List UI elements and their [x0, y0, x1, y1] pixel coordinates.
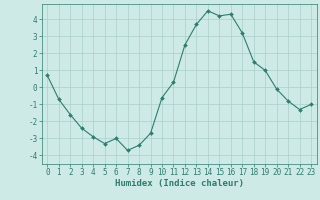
X-axis label: Humidex (Indice chaleur): Humidex (Indice chaleur): [115, 179, 244, 188]
